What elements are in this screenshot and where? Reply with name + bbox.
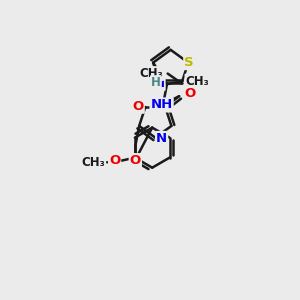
Text: O: O	[109, 154, 120, 167]
Text: N: N	[156, 132, 167, 145]
Text: NH: NH	[151, 98, 173, 112]
Text: S: S	[184, 56, 194, 69]
Text: O: O	[133, 100, 144, 113]
Text: CH₃: CH₃	[185, 75, 209, 88]
Text: CH₃: CH₃	[81, 156, 105, 169]
Text: O: O	[184, 87, 196, 101]
Text: H: H	[151, 76, 161, 89]
Text: CH₃: CH₃	[139, 67, 163, 80]
Text: O: O	[130, 154, 141, 167]
Text: N: N	[154, 77, 165, 90]
